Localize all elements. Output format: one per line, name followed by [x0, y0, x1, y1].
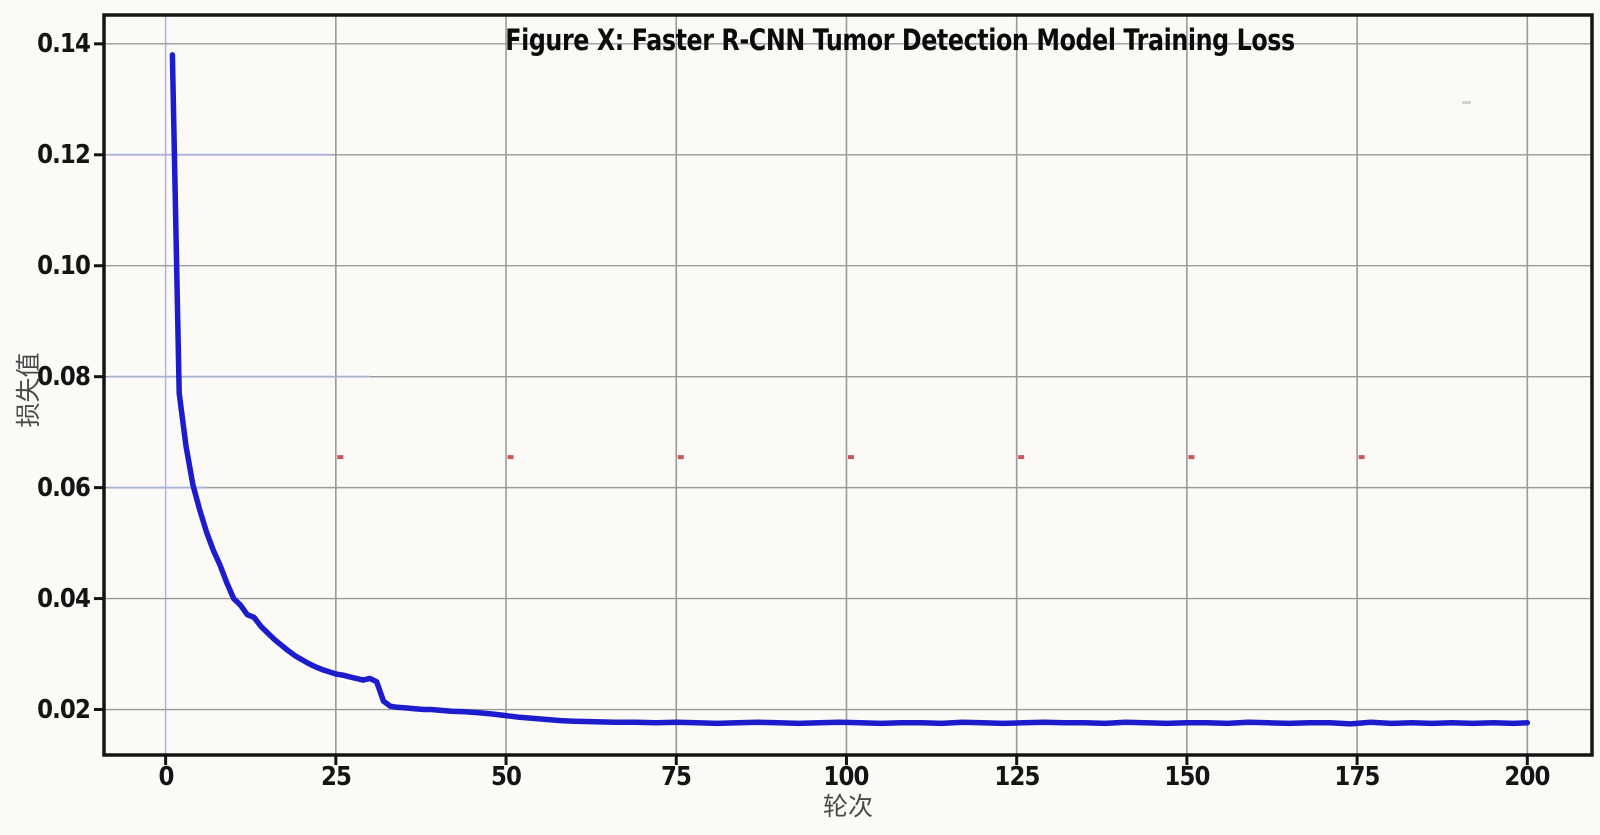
red-dash-artifact	[847, 455, 854, 460]
x-tick-label-200: 200	[1504, 762, 1551, 792]
training-loss-curve	[169, 52, 1531, 727]
x-tick-label-25: 25	[320, 762, 352, 792]
x-tick-label-100: 100	[823, 762, 870, 792]
x-tick-label-50: 50	[490, 762, 522, 792]
x-tick-label-125: 125	[994, 762, 1040, 792]
plot-border	[102, 13, 1594, 757]
y-tick-label-0.10: 0.10	[37, 250, 91, 281]
x-tick-label-150: 150	[1164, 762, 1210, 792]
y-tick-label-0.06: 0.06	[37, 472, 91, 503]
gray-speck-artifact	[1462, 101, 1471, 104]
red-dash-artifact	[1188, 455, 1195, 460]
red-dash-artifact	[1358, 455, 1365, 460]
y-tick-label-0.02: 0.02	[37, 694, 91, 725]
x-tick-label-75: 75	[661, 762, 692, 792]
chart-title: Figure X: Faster R-CNN Tumor Detection M…	[505, 23, 1295, 57]
y-tick-label-0.08: 0.08	[37, 361, 91, 392]
red-dash-artifact	[337, 455, 344, 460]
y-tick-label-0.04: 0.04	[37, 583, 91, 614]
y-tick-label-0.12: 0.12	[37, 139, 91, 170]
red-dash-artifact	[507, 455, 514, 460]
x-tick-label-175: 175	[1334, 762, 1381, 792]
red-dash-artifact	[1018, 455, 1025, 460]
x-tick-label-0: 0	[158, 762, 174, 792]
red-dash-artifact	[677, 455, 684, 460]
x-axis-label: 轮次	[822, 792, 874, 821]
y-tick-label-0.14: 0.14	[37, 28, 91, 59]
